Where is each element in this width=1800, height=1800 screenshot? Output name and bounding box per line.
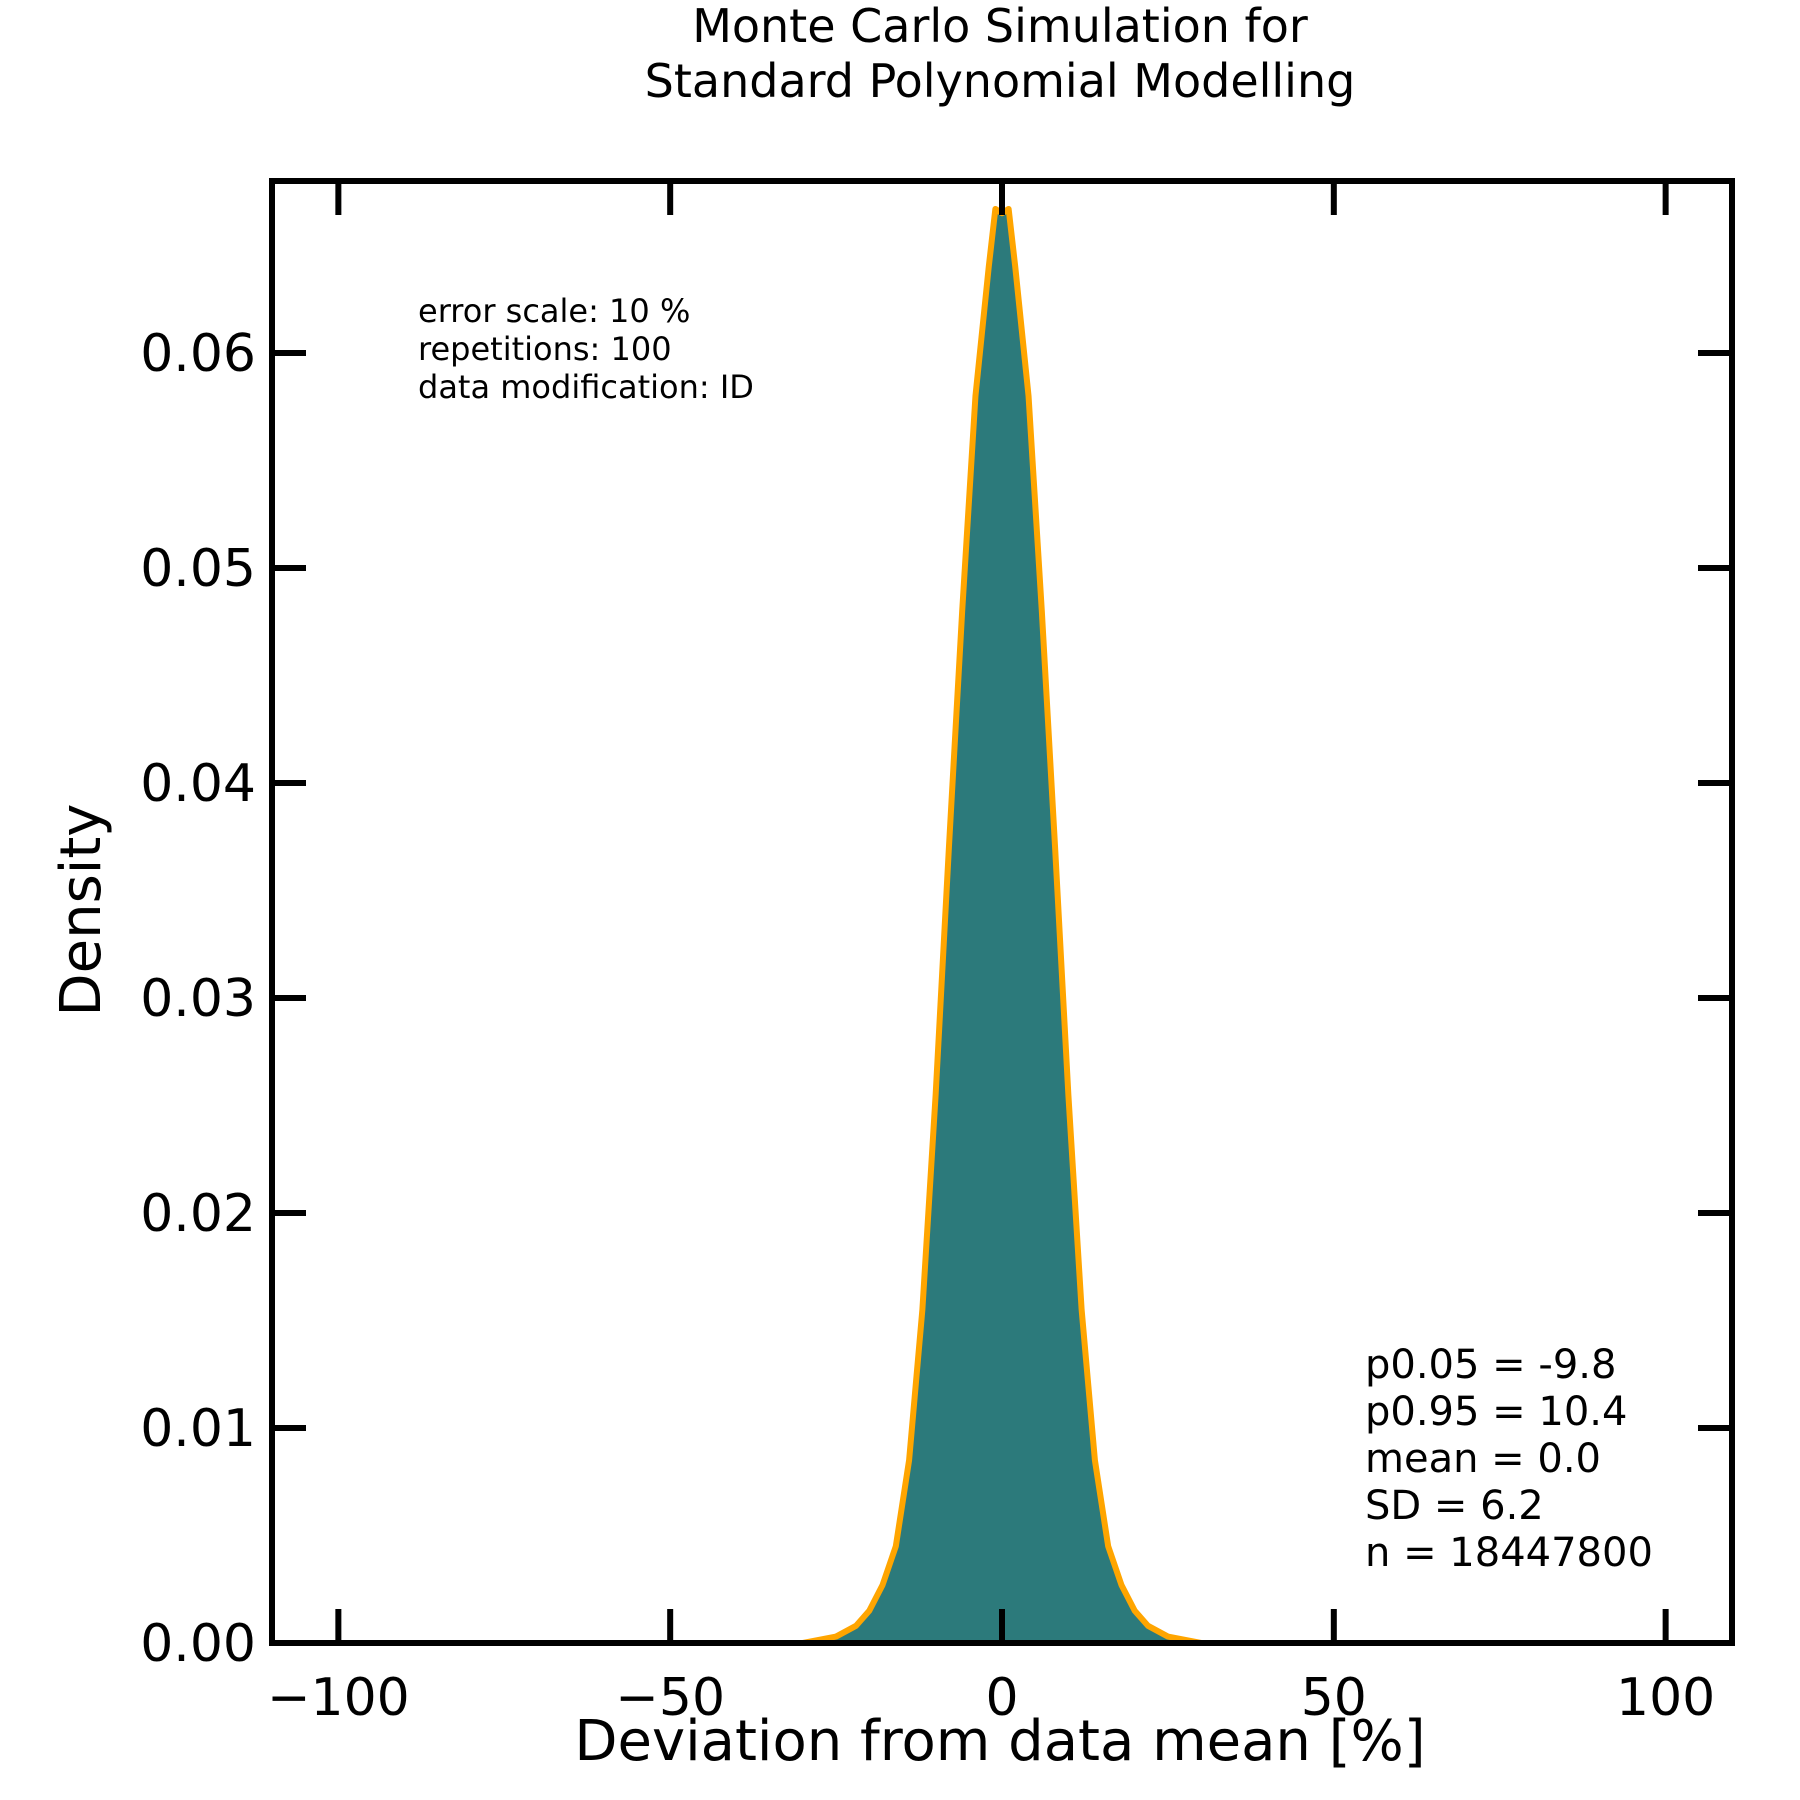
histogram-area — [802, 213, 1202, 1643]
chart-title: Monte Carlo Simulation for Standard Poly… — [645, 0, 1356, 108]
x-tick-label: 0 — [985, 1668, 1018, 1728]
x-tick-label: −50 — [615, 1668, 725, 1728]
chart-title-line-1: Monte Carlo Simulation for — [692, 0, 1308, 53]
annotation-sd: SD = 6.2 — [1365, 1483, 1544, 1529]
annotation-error-scale: error scale: 10 % — [418, 292, 690, 330]
x-axis-label: Deviation from data mean [%] — [574, 1709, 1425, 1774]
y-tick-label: 0.06 — [140, 324, 256, 384]
annotation-bottom-right: p0.05 = -9.8 p0.95 = 10.4 mean = 0.0 SD … — [1365, 1342, 1653, 1576]
y-tick-label: 0.04 — [140, 754, 256, 814]
y-tick-label: 0.05 — [140, 539, 256, 599]
annotation-mean: mean = 0.0 — [1365, 1436, 1601, 1482]
y-axis-label: Density — [49, 804, 114, 1017]
annotation-data-modification: data modification: ID — [418, 368, 754, 406]
y-tick-label: 0.02 — [140, 1184, 256, 1244]
x-tick-label: 100 — [1616, 1668, 1715, 1728]
plot-area: −100 −50 0 50 100 0.00 0.01 0.02 0.03 0.04 0.05 0.0… — [140, 178, 1735, 1728]
y-tick-label: 0.03 — [140, 969, 256, 1029]
annotation-repetitions: repetitions: 100 — [418, 330, 672, 368]
annotation-n: n = 18447800 — [1365, 1530, 1653, 1576]
annotation-p095: p0.95 = 10.4 — [1365, 1389, 1627, 1435]
y-tick-label: 0.01 — [140, 1399, 256, 1459]
x-tick-label: −100 — [267, 1668, 410, 1728]
y-tick-label: 0.00 — [140, 1614, 256, 1674]
annotation-top-left: error scale: 10 % repetitions: 100 data … — [418, 292, 754, 406]
x-tick-label: 50 — [1301, 1668, 1367, 1728]
annotation-p005: p0.05 = -9.8 — [1365, 1342, 1616, 1388]
chart-title-line-2: Standard Polynomial Modelling — [645, 54, 1356, 108]
